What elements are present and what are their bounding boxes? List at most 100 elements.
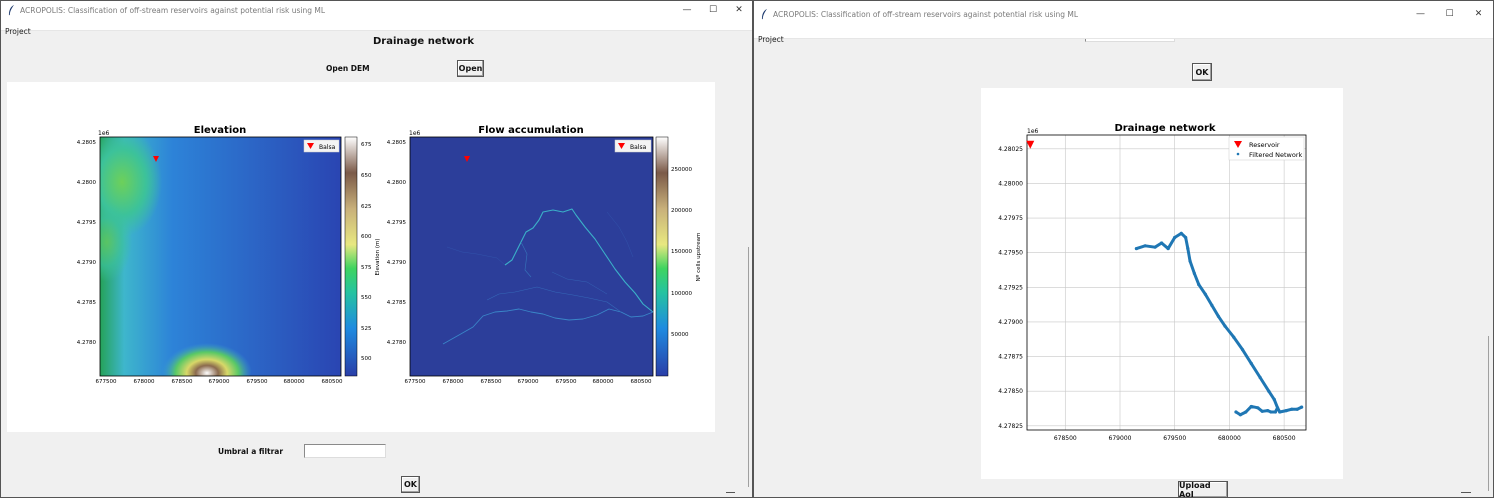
network-point xyxy=(1134,246,1139,251)
close-icon[interactable]: ✕ xyxy=(1474,9,1483,19)
svg-text:675: 675 xyxy=(361,142,372,148)
resize-grip[interactable] xyxy=(1461,492,1471,493)
flow-legend: Balsa xyxy=(630,144,647,151)
title-bar[interactable]: ACROPOLIS: Classification of off-stream … xyxy=(754,1,1493,27)
network-point xyxy=(1173,235,1177,240)
svg-text:680000: 680000 xyxy=(593,379,614,385)
svg-text:4.2790: 4.2790 xyxy=(387,260,407,266)
maximize-icon[interactable]: ☐ xyxy=(1445,9,1454,19)
elevation-offset: 1e6 xyxy=(98,130,110,137)
network-point xyxy=(1267,389,1271,393)
open-button[interactable]: Open xyxy=(457,60,484,77)
network-point xyxy=(1258,375,1262,379)
app-feather-icon xyxy=(761,8,768,20)
network-point xyxy=(1260,409,1264,413)
x-tick-label: 679500 xyxy=(1163,435,1186,442)
network-point xyxy=(1278,410,1282,414)
threshold-label: Umbral a filtrar xyxy=(218,447,284,456)
network-point xyxy=(1244,410,1248,414)
network-point xyxy=(1266,409,1270,413)
network-point xyxy=(1249,404,1253,409)
svg-text:4.2785: 4.2785 xyxy=(387,300,407,306)
ok-button[interactable]: OK xyxy=(1192,63,1212,81)
drainage-window-right: ACROPOLIS: Classification of off-stream … xyxy=(753,0,1494,498)
legend-reservoir-marker xyxy=(1234,141,1242,148)
svg-text:4.2790: 4.2790 xyxy=(77,260,97,266)
legend-marker xyxy=(307,143,314,149)
plot-frame xyxy=(1026,134,1307,431)
network-point xyxy=(1290,407,1294,411)
flow-colorbar xyxy=(655,136,669,377)
svg-text:4.2805: 4.2805 xyxy=(387,140,407,146)
y-tick-label: 4.27900 xyxy=(998,319,1023,326)
network-point xyxy=(1295,407,1299,411)
network-point xyxy=(1272,397,1276,402)
network-point xyxy=(1186,246,1190,251)
scrollbar[interactable] xyxy=(1488,336,1489,491)
minimize-icon[interactable]: — xyxy=(682,5,692,15)
ok-button[interactable]: OK xyxy=(401,476,420,493)
minimize-icon[interactable]: — xyxy=(1416,9,1425,19)
x-tick-label: 680000 xyxy=(1218,435,1241,442)
y-tick-label: 4.27950 xyxy=(998,250,1023,257)
flow-plot: Flow accumulation 1e6 Balsa 677500 xyxy=(387,125,702,385)
svg-text:4.2795: 4.2795 xyxy=(77,220,97,226)
svg-text:677500: 677500 xyxy=(96,379,117,385)
network-point xyxy=(1284,409,1288,413)
svg-text:525: 525 xyxy=(361,326,372,332)
network-point xyxy=(1197,282,1201,287)
window-title: ACROPOLIS: Classification of off-stream … xyxy=(20,5,326,15)
x-tick-label: 680500 xyxy=(1273,435,1296,442)
svg-text:100000: 100000 xyxy=(671,291,692,297)
svg-text:679000: 679000 xyxy=(209,379,230,385)
reservoir-point xyxy=(1026,140,1035,149)
network-point xyxy=(1159,241,1164,245)
elevation-colorbar xyxy=(344,136,358,377)
network-point xyxy=(1153,245,1157,249)
svg-text:4.2780: 4.2780 xyxy=(77,340,97,346)
svg-text:625: 625 xyxy=(361,204,372,210)
plot-canvas: Drainage network 1e6 678500 679000 679500 6… xyxy=(981,88,1343,479)
chart-legend: Reservoir Filtered Network xyxy=(1228,136,1305,161)
network-point xyxy=(1232,335,1236,339)
svg-text:4.2805: 4.2805 xyxy=(77,140,97,146)
menu-project[interactable]: Project xyxy=(758,35,784,44)
resize-grip[interactable] xyxy=(726,492,735,493)
menu-project[interactable]: Project xyxy=(5,27,31,36)
partial-input[interactable] xyxy=(1085,39,1175,42)
network-point xyxy=(1300,405,1304,409)
network-point xyxy=(1184,235,1188,240)
svg-text:679500: 679500 xyxy=(556,379,577,385)
network-line xyxy=(1134,231,1280,417)
y-tick-label: 4.27925 xyxy=(998,284,1023,291)
y-tick-label: 4.27825 xyxy=(998,423,1023,430)
elevation-colorbar-label: Elevation (m) xyxy=(375,239,381,276)
close-icon[interactable]: ✕ xyxy=(735,5,743,15)
app-feather-icon xyxy=(8,4,15,16)
network-point xyxy=(1223,324,1227,328)
network-point xyxy=(1249,361,1253,366)
open-dem-label: Open DEM xyxy=(326,64,370,73)
svg-text:680500: 680500 xyxy=(631,379,652,385)
scrollbar[interactable] xyxy=(748,247,749,487)
maximize-icon[interactable]: ☐ xyxy=(708,5,718,15)
network-point xyxy=(1269,410,1273,414)
svg-text:50000: 50000 xyxy=(671,332,689,338)
svg-text:550: 550 xyxy=(361,295,372,301)
plots-svg: Elevation 1e6 Balsa 677500 678000 678500 xyxy=(77,125,702,385)
elevation-plot: Elevation 1e6 Balsa 677500 678000 678500 xyxy=(77,125,381,385)
svg-text:4.2795: 4.2795 xyxy=(387,220,407,226)
network-point xyxy=(1210,303,1214,307)
svg-text:680500: 680500 xyxy=(322,379,343,385)
network-point xyxy=(1275,406,1280,410)
y-tick-label: 4.28025 xyxy=(998,146,1023,153)
title-bar[interactable]: ACROPOLIS: Classification of off-stream … xyxy=(1,1,752,19)
svg-text:4.2800: 4.2800 xyxy=(387,180,407,186)
flow-title: Flow accumulation xyxy=(478,125,583,136)
menu-bar: Project xyxy=(1,19,752,36)
threshold-input[interactable] xyxy=(304,444,386,458)
flow-xticks: 677500 678000 678500 679000 679500 68000… xyxy=(405,379,652,385)
upload-aoi-button[interactable]: Upload AoI xyxy=(1178,481,1228,497)
page-title: Drainage network xyxy=(373,36,475,47)
elevation-yticks: 4.2805 4.2800 4.2795 4.2790 4.2785 4.278… xyxy=(77,140,97,346)
